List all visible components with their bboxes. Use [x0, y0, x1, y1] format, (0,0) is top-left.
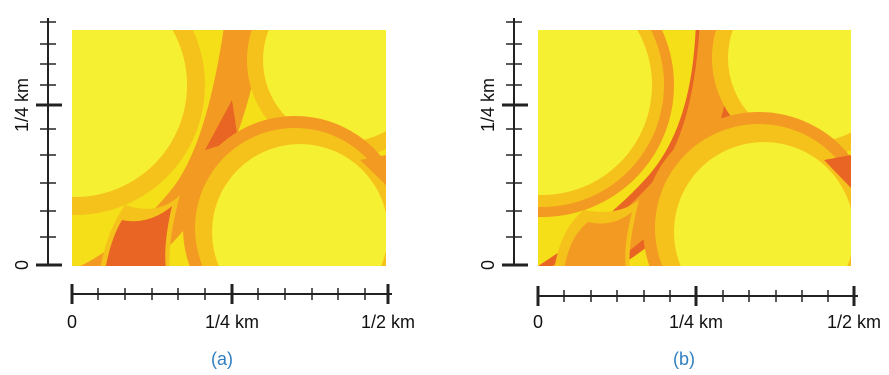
y-axis-b: 0 1/4 km [478, 18, 528, 270]
panel-caption-a: (a) [211, 349, 233, 369]
edge-sliver [360, 155, 386, 185]
orange-band [80, 30, 264, 266]
y-tick-label-quarter: 1/4 km [12, 78, 32, 132]
x-tick-label-quarter: 1/4 km [205, 312, 259, 332]
y-tick-label-0: 0 [12, 260, 32, 270]
x-tick-label-0: 0 [67, 312, 77, 332]
panel-a: 0 1/4 km 0 1/4 km 1/2 km (a) [0, 0, 444, 375]
heatmap-b [538, 30, 851, 266]
panel-b-figure: 0 1/4 km 0 1/4 km 1/2 km (b) [478, 18, 881, 369]
disk-lower-right [674, 142, 851, 266]
y-tick-label-0: 0 [478, 260, 498, 270]
disk-upper-right [263, 30, 386, 142]
y-tick-label-quarter: 1/4 km [478, 78, 498, 132]
disk-lower-right [212, 144, 386, 266]
x-axis-b: 0 1/4 km 1/2 km [533, 286, 881, 332]
y-axis-a: 0 1/4 km [12, 18, 62, 270]
panel-b: 0 1/4 km 0 1/4 km 1/2 km (b) [444, 0, 888, 375]
x-tick-label-half: 1/2 km [827, 312, 881, 332]
x-axis-a: 0 1/4 km 1/2 km [67, 284, 415, 332]
edge-sliver [824, 155, 851, 188]
panel-caption-b: (b) [673, 349, 695, 369]
lower-wedge-core [105, 206, 172, 266]
x-tick-label-0: 0 [533, 312, 543, 332]
panel-a-figure: 0 1/4 km 0 1/4 km 1/2 km (a) [12, 18, 415, 369]
disk-upper-left [72, 30, 187, 197]
lower-wedge-core [564, 212, 632, 266]
heatmap-a [72, 30, 386, 266]
x-tick-label-quarter: 1/4 km [669, 312, 723, 332]
disk-upper-left [538, 30, 652, 195]
x-tick-label-half: 1/2 km [361, 312, 415, 332]
